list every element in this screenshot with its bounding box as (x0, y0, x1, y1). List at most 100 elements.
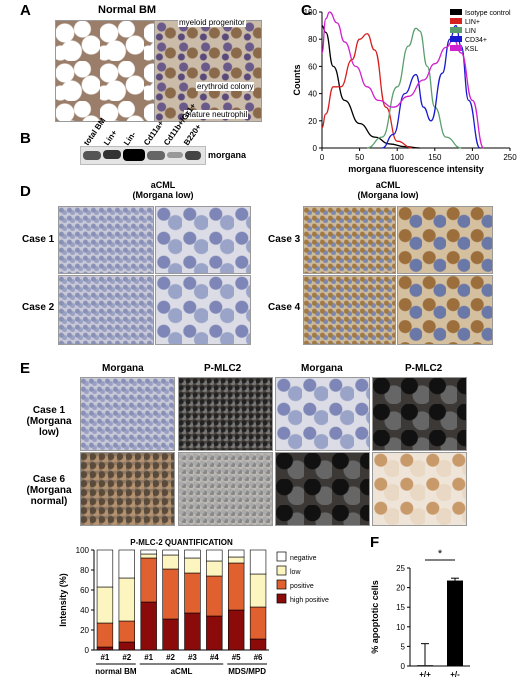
panel-a-title: Normal BM (98, 4, 157, 16)
case4-label: Case 4 (268, 302, 301, 313)
case6-pmlc2-highmag (372, 452, 467, 526)
bar-segment-positive (140, 557, 157, 603)
bar-segment-negative (140, 549, 157, 555)
legend-swatch (450, 45, 462, 51)
x-tick-label: #6 (254, 653, 263, 662)
case1-pmlc2-lowmag (178, 377, 273, 451)
blot-lane-label: B220+ (182, 122, 204, 148)
blot-lane-label: Cd11a+ (142, 118, 166, 148)
x-tick-label: #2 (122, 653, 131, 662)
bar-segment-negative (249, 549, 267, 575)
legend-swatch (276, 579, 287, 590)
bar-segment-negative (118, 549, 135, 579)
panel-d-group-left: aCML (Morgana low) (128, 180, 198, 200)
x-tick-label: 0 (320, 153, 325, 162)
x-tick-label: #4 (210, 653, 219, 662)
y-tick-label: 0 (313, 144, 318, 153)
y-tick-label: 5 (401, 642, 406, 651)
series-line-lin (367, 27, 462, 149)
panel-f-letter: F (370, 534, 380, 551)
row-label-case6: Case 6 (Morgana normal) (12, 474, 86, 507)
y-axis-title: Intensity (%) (58, 573, 68, 627)
bar-segment-positive (184, 572, 201, 614)
panel-d-letter: D (20, 183, 31, 200)
legend-label: positive (290, 583, 314, 590)
bar-segment-low (249, 573, 267, 608)
case1-morgana-highmag (275, 377, 370, 451)
y-tick-label: 80 (80, 566, 89, 575)
y-tick-label: 0 (401, 662, 406, 671)
band-cd11a (147, 151, 165, 160)
legend-swatch (450, 9, 462, 15)
legend-label: CD34+ (465, 37, 487, 44)
bar-segment-high-positive (118, 641, 135, 651)
label-erythroid-colony: erythroid colony (196, 82, 255, 91)
bar-segment-low (96, 586, 114, 624)
western-blot (80, 146, 206, 165)
legend-swatch (276, 565, 287, 576)
row-case1-name: Case 1 (32, 405, 66, 416)
case3-highmag-image (397, 206, 493, 274)
case2-label: Case 2 (22, 302, 55, 313)
legend-label: LIN (465, 28, 476, 35)
x-tick-label: #1 (100, 653, 109, 662)
x-tick-label: +/- (450, 670, 460, 679)
panel-a-letter: A (20, 2, 31, 19)
y-tick-label: 20 (396, 584, 405, 593)
bar-segment-positive (96, 622, 114, 648)
col-label-pmlc2-1: P-MLC2 (204, 363, 242, 374)
bar-segment-high-positive (206, 615, 223, 651)
legend-label: Isotype control (465, 10, 511, 17)
group-sub-right: (Morgana low) (357, 190, 419, 200)
blot-lane-label: Lin- (122, 129, 138, 148)
legend-swatch (450, 18, 462, 24)
bar-segment-negative (162, 549, 179, 556)
y-axis-title: % apoptotic cells (370, 580, 380, 654)
legend-label: LIN+ (465, 19, 480, 26)
y-tick-label: 20 (80, 626, 89, 635)
panel-d-group-right: aCML (Morgana low) (353, 180, 423, 200)
col-label-pmlc2-2: P-MLC2 (405, 363, 443, 374)
legend-label: low (290, 569, 301, 576)
y-tick-label: 25 (396, 564, 405, 573)
band-lin-neg (123, 149, 145, 161)
bar-segment-high-positive (184, 612, 201, 651)
bar-segment-positive (228, 562, 245, 611)
x-tick-label: +/+ (419, 670, 431, 679)
legend-swatch (450, 36, 462, 42)
case1-morgana-lowmag (80, 377, 175, 451)
y-tick-label: 10 (396, 623, 405, 632)
group-title-left: aCML (150, 180, 176, 190)
legend-swatch (276, 551, 287, 562)
y-tick-label: 60 (308, 62, 317, 71)
y-axis-title: Counts (292, 65, 302, 96)
bar-segment-low (184, 557, 201, 574)
bar-segment-high-positive (140, 601, 157, 651)
group-label: MDS/MPD (228, 667, 266, 676)
bar-segment-low (206, 560, 223, 577)
bar-+/- (447, 580, 463, 666)
band-cd11b (167, 152, 183, 158)
y-tick-label: 0 (85, 646, 90, 655)
y-tick-label: 20 (308, 117, 317, 126)
x-tick-label: 200 (466, 153, 480, 162)
legend-swatch (276, 593, 287, 604)
panel-e-letter: E (20, 360, 31, 377)
case2-highmag-image (155, 275, 251, 345)
y-tick-label: 40 (80, 606, 89, 615)
bar-segment-positive (162, 568, 179, 620)
bar-segment-negative (228, 549, 245, 558)
bar-+/+ (417, 665, 433, 667)
bar-segment-positive (249, 606, 267, 640)
band-total-bm (83, 151, 101, 160)
significance-star: * (438, 548, 443, 560)
case6-pmlc2-lowmag (178, 452, 273, 526)
apoptosis-bar-chart: 0 5 10 15 20 25 % apoptotic cells +/+ +/- * (370, 548, 470, 679)
chart-title: P-MLC-2 QUANTIFICATION (130, 538, 233, 547)
panel-b-letter: B (20, 130, 31, 147)
bar-segment-low (162, 554, 179, 570)
x-tick-label: 50 (355, 153, 364, 162)
y-tick-label: 15 (396, 603, 405, 612)
bar-segment-positive (206, 575, 223, 617)
bar-segment-positive (118, 620, 135, 643)
